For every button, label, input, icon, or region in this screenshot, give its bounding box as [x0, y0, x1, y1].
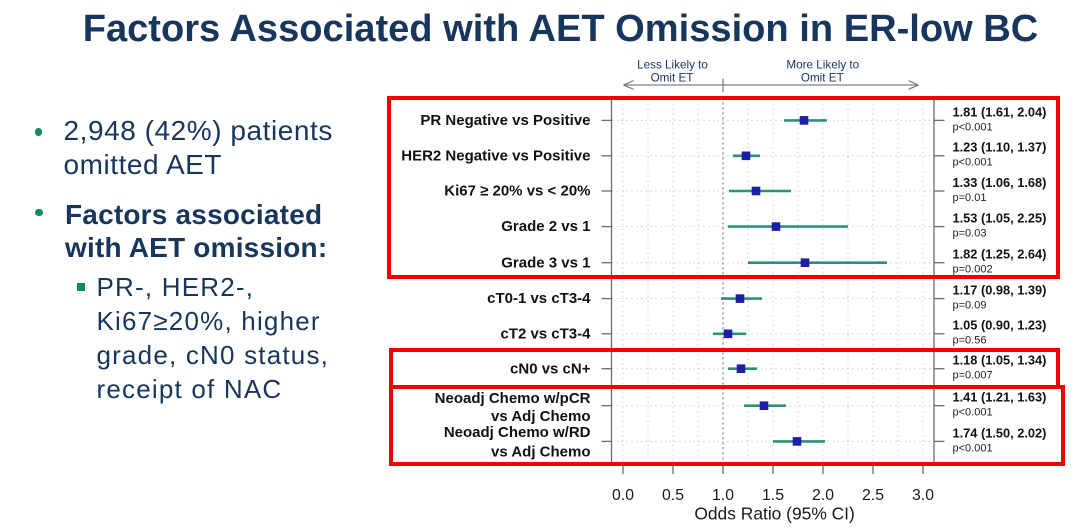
svg-text:3.0: 3.0 [912, 487, 934, 504]
svg-text:Omit ET: Omit ET [651, 72, 694, 85]
svg-text:p<0.001: p<0.001 [953, 442, 993, 454]
svg-text:PR Negative vs Positive: PR Negative vs Positive [420, 112, 590, 129]
svg-text:Neoadj Chemo w/pCR: Neoadj Chemo w/pCR [435, 390, 591, 407]
svg-text:0.5: 0.5 [662, 487, 684, 504]
svg-text:1.33 (1.06, 1.68): 1.33 (1.06, 1.68) [953, 175, 1047, 190]
svg-text:cT2 vs cT3-4: cT2 vs cT3-4 [500, 325, 591, 342]
svg-text:1.74 (1.50, 2.02): 1.74 (1.50, 2.02) [953, 425, 1047, 440]
svg-text:2.5: 2.5 [862, 487, 884, 504]
svg-text:p=0.002: p=0.002 [953, 264, 993, 276]
svg-text:p<0.001: p<0.001 [953, 157, 993, 169]
svg-text:cN0 vs cN+: cN0 vs cN+ [510, 360, 591, 377]
svg-text:1.41 (1.21, 1.63): 1.41 (1.21, 1.63) [953, 390, 1047, 405]
svg-text:1.17 (0.98, 1.39): 1.17 (0.98, 1.39) [953, 283, 1047, 298]
svg-text:Neoadj Chemo w/RD: Neoadj Chemo w/RD [444, 424, 591, 441]
svg-text:1.18 (1.05, 1.34): 1.18 (1.05, 1.34) [953, 353, 1047, 368]
svg-text:2.0: 2.0 [812, 487, 834, 504]
svg-text:p=0.01: p=0.01 [953, 192, 987, 204]
svg-text:1.81 (1.61, 2.04): 1.81 (1.61, 2.04) [953, 104, 1047, 119]
svg-text:HER2 Negative vs Positive: HER2 Negative vs Positive [401, 147, 590, 164]
svg-text:0.0: 0.0 [612, 487, 634, 504]
svg-text:p=0.09: p=0.09 [953, 300, 987, 312]
svg-text:Ki67 ≥ 20% vs < 20%: Ki67 ≥ 20% vs < 20% [444, 183, 590, 200]
svg-text:vs Adj Chemo: vs Adj Chemo [491, 443, 590, 460]
svg-text:Less Likely to: Less Likely to [637, 58, 708, 71]
svg-text:1.53 (1.05, 2.25): 1.53 (1.05, 2.25) [953, 211, 1047, 226]
svg-text:p<0.001: p<0.001 [953, 407, 993, 419]
svg-text:p=0.007: p=0.007 [953, 370, 993, 382]
svg-text:p<0.001: p<0.001 [953, 121, 993, 133]
svg-text:Grade 3 vs 1: Grade 3 vs 1 [501, 254, 590, 271]
svg-text:Omit ET: Omit ET [801, 72, 844, 85]
svg-text:1.05 (0.90, 1.23): 1.05 (0.90, 1.23) [953, 318, 1047, 333]
svg-text:More Likely to: More Likely to [786, 58, 859, 71]
svg-text:1.82 (1.25, 2.64): 1.82 (1.25, 2.64) [953, 247, 1047, 262]
svg-text:1.0: 1.0 [712, 487, 734, 504]
svg-text:1.23 (1.10, 1.37): 1.23 (1.10, 1.37) [953, 140, 1047, 155]
svg-text:vs Adj Chemo: vs Adj Chemo [491, 408, 590, 425]
svg-text:p=0.03: p=0.03 [953, 228, 987, 240]
svg-text:Odds Ratio (95% CI): Odds Ratio (95% CI) [694, 504, 854, 524]
svg-text:1.5: 1.5 [762, 487, 784, 504]
svg-text:p=0.56: p=0.56 [953, 335, 987, 347]
svg-text:cT0-1 vs cT3-4: cT0-1 vs cT3-4 [487, 290, 591, 307]
svg-text:Grade 2 vs 1: Grade 2 vs 1 [501, 218, 590, 235]
